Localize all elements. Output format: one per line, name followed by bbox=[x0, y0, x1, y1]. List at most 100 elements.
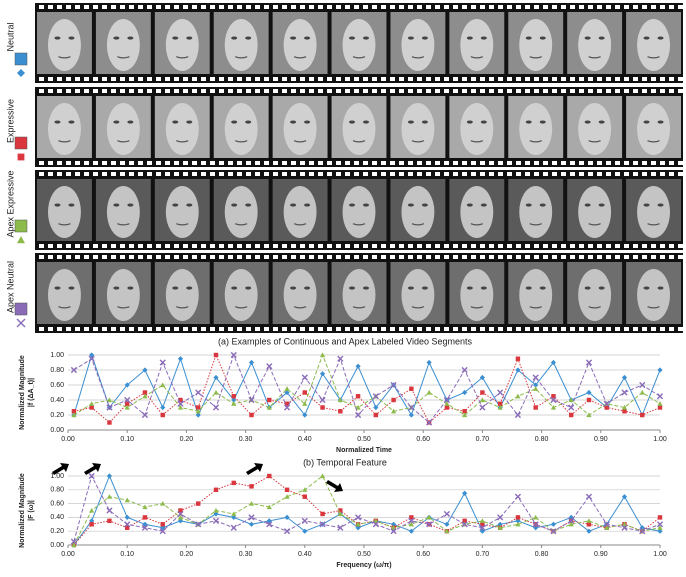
sprocket bbox=[633, 89, 638, 93]
y-tick-label: 0.60 bbox=[50, 500, 64, 507]
face bbox=[637, 185, 671, 239]
sprocket bbox=[255, 161, 260, 165]
marker bbox=[177, 514, 184, 520]
sprocket bbox=[624, 244, 629, 248]
sprocket bbox=[39, 161, 44, 165]
sprocket bbox=[606, 327, 611, 331]
sprocket bbox=[534, 89, 539, 93]
sprocket bbox=[543, 255, 548, 259]
sprocket bbox=[633, 327, 638, 331]
eye bbox=[245, 203, 252, 207]
sprocket bbox=[480, 327, 485, 331]
sprocket bbox=[489, 172, 494, 176]
sprocket bbox=[246, 172, 251, 176]
sprocket bbox=[336, 255, 341, 259]
mouth bbox=[234, 306, 248, 309]
sprocket bbox=[210, 89, 215, 93]
marker bbox=[391, 397, 396, 403]
marker bbox=[195, 521, 202, 528]
sprocket bbox=[534, 77, 539, 81]
sprocket bbox=[606, 161, 611, 165]
marker bbox=[230, 351, 237, 359]
sprocket bbox=[309, 77, 314, 81]
sprocket bbox=[408, 255, 413, 259]
mouth bbox=[58, 140, 71, 143]
marker bbox=[497, 401, 503, 406]
sprocket bbox=[390, 172, 395, 176]
marker bbox=[89, 518, 95, 524]
marker bbox=[533, 382, 539, 388]
sprocket bbox=[660, 327, 665, 331]
sprocket bbox=[228, 5, 233, 9]
marker bbox=[212, 517, 220, 524]
marker bbox=[604, 405, 609, 410]
marker bbox=[444, 405, 450, 410]
sprocket bbox=[156, 255, 161, 259]
sprocket bbox=[156, 327, 161, 331]
marker bbox=[408, 412, 414, 418]
eye bbox=[290, 120, 297, 124]
sprocket bbox=[525, 255, 530, 259]
sprocket bbox=[489, 77, 494, 81]
mouth bbox=[293, 56, 307, 59]
marker bbox=[159, 528, 166, 535]
marker bbox=[248, 514, 255, 521]
sprocket bbox=[138, 77, 143, 81]
marker bbox=[337, 524, 344, 531]
sprocket bbox=[129, 327, 134, 331]
sprocket bbox=[624, 5, 629, 9]
sprocket bbox=[84, 172, 89, 176]
marker bbox=[533, 514, 539, 520]
sprocket bbox=[201, 255, 206, 259]
sprocket bbox=[543, 77, 548, 81]
sprocket bbox=[147, 255, 152, 259]
eye bbox=[657, 36, 664, 40]
mouth bbox=[647, 140, 660, 143]
sprocket bbox=[417, 327, 422, 331]
sprocket bbox=[381, 244, 386, 248]
sprocket bbox=[408, 5, 413, 9]
mouth bbox=[588, 306, 601, 309]
sprocket bbox=[516, 161, 521, 165]
sprocket bbox=[669, 172, 674, 176]
sprocket bbox=[264, 172, 269, 176]
eye bbox=[54, 36, 61, 40]
sprocket bbox=[417, 172, 422, 176]
sprocket bbox=[327, 89, 332, 93]
sprocket bbox=[669, 244, 674, 248]
sprocket bbox=[300, 244, 305, 248]
eye bbox=[231, 120, 238, 124]
marker bbox=[230, 524, 237, 531]
sprocket bbox=[372, 172, 377, 176]
sprocket bbox=[444, 244, 449, 248]
marker bbox=[89, 507, 95, 513]
sprocket bbox=[327, 77, 332, 81]
sprocket bbox=[66, 161, 71, 165]
mouth bbox=[529, 56, 542, 59]
face bbox=[401, 102, 435, 156]
sprocket bbox=[282, 327, 287, 331]
marker bbox=[462, 518, 467, 524]
sprocket bbox=[102, 77, 107, 81]
sprocket bbox=[336, 327, 341, 331]
face bbox=[578, 185, 612, 239]
sprocket bbox=[120, 161, 125, 165]
sprocket bbox=[309, 172, 314, 176]
sprocket bbox=[174, 5, 179, 9]
sprocket bbox=[39, 255, 44, 259]
sprocket bbox=[408, 77, 413, 81]
marker bbox=[71, 409, 77, 414]
caption: (b) Temporal Feature bbox=[303, 457, 387, 467]
eye bbox=[480, 36, 487, 40]
sprocket bbox=[471, 172, 476, 176]
sprocket bbox=[129, 255, 134, 259]
sprocket bbox=[570, 327, 575, 331]
sprocket bbox=[327, 327, 332, 331]
sprocket bbox=[111, 172, 116, 176]
marker bbox=[604, 525, 610, 530]
row-color bbox=[14, 302, 28, 316]
eye bbox=[172, 36, 179, 40]
face bbox=[224, 102, 258, 156]
sprocket bbox=[678, 327, 683, 331]
marker bbox=[514, 411, 522, 419]
